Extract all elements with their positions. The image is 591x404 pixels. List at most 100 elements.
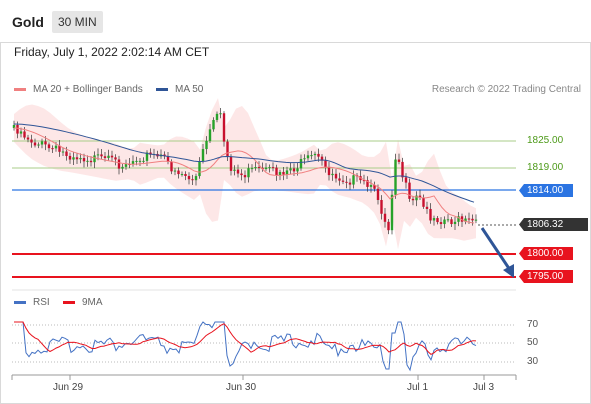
x-label-jul3: Jul 3 — [473, 382, 495, 393]
candle-body — [110, 155, 114, 158]
candle-body — [411, 198, 415, 201]
candle-body — [268, 167, 271, 169]
candle-body — [394, 159, 397, 195]
candle-body — [390, 194, 394, 231]
candle-body — [264, 167, 268, 170]
candle-body — [254, 167, 257, 169]
x-label-jun30: Jun 30 — [226, 382, 257, 393]
candle-body — [61, 151, 65, 153]
legend-rsi-label: RSI — [33, 297, 50, 308]
candle-body — [429, 208, 432, 221]
candle-body — [100, 154, 103, 157]
candle-body — [198, 161, 201, 177]
candle-body — [401, 161, 404, 178]
candle-body — [257, 167, 261, 169]
rsi-axis-30: 30 — [527, 356, 539, 367]
candle-body — [292, 168, 296, 172]
candle-body — [467, 218, 471, 220]
candle-body — [334, 173, 338, 179]
candle-body — [173, 170, 177, 172]
forecast-arrow[interactable] — [480, 227, 512, 271]
candle-body — [453, 221, 457, 225]
level-label-1825: 1825.00 — [527, 135, 564, 146]
candle-body — [86, 160, 89, 162]
candle-body — [75, 157, 79, 160]
candle-body — [296, 168, 299, 172]
candle-body — [33, 142, 37, 146]
candle-body — [58, 145, 61, 152]
candle-body — [282, 171, 285, 175]
candle-body — [271, 167, 275, 169]
candle-body — [303, 158, 306, 160]
candle-body — [275, 167, 278, 176]
candle-body — [208, 129, 212, 141]
candle-body — [163, 154, 166, 157]
candle-body — [446, 219, 450, 221]
candlesticks — [12, 108, 478, 235]
candle-body — [138, 160, 142, 162]
candle-body — [240, 173, 243, 176]
legend-ma20: MA 20 + Bollinger Bands — [14, 84, 143, 95]
candle-body — [243, 175, 247, 178]
candle-body — [135, 160, 138, 162]
candle-body — [310, 155, 313, 157]
candle-body — [121, 166, 124, 169]
candle-body — [404, 177, 408, 183]
candle-body — [68, 155, 72, 160]
candle-body — [247, 168, 250, 178]
candle-body — [415, 195, 418, 201]
candle-body — [191, 179, 194, 181]
candle-body — [26, 137, 30, 140]
candle-body — [376, 188, 380, 200]
candle-body — [324, 160, 327, 167]
level-label-1795: 1795.00 — [519, 270, 573, 283]
rsi-axis-70: 70 — [527, 319, 539, 330]
candle-body — [166, 156, 170, 162]
candle-body — [383, 213, 387, 222]
candle-body — [145, 152, 149, 161]
candle-body — [408, 182, 411, 199]
candle-body — [471, 218, 474, 221]
candle-body — [425, 206, 429, 209]
candle-body — [338, 178, 341, 181]
candle-body — [30, 139, 33, 143]
candle-body — [233, 169, 236, 171]
candle-body — [215, 113, 219, 120]
rsi-9ma-line — [14, 321, 477, 356]
candle-body — [457, 216, 460, 222]
x-label-jul1: Jul 1 — [407, 382, 429, 393]
candle-body — [345, 181, 348, 183]
candle-body — [278, 171, 282, 176]
candle-body — [51, 148, 54, 150]
candle-body — [142, 160, 145, 162]
candle-body — [47, 144, 51, 149]
ma20-line — [13, 127, 475, 224]
candle-body — [443, 219, 446, 225]
candle-body — [348, 182, 352, 185]
legend-ma50-label: MA 50 — [175, 84, 204, 95]
candle-body — [327, 166, 331, 176]
candle-body — [37, 144, 40, 146]
candle-body — [12, 125, 16, 128]
candle-body — [194, 176, 198, 181]
research-credit: Research © 2022 Trading Central — [431, 84, 581, 95]
candle-body — [362, 180, 366, 182]
candle-body — [82, 158, 86, 162]
candle-body — [19, 131, 23, 134]
candle-body — [313, 153, 317, 156]
candle-body — [422, 197, 425, 207]
x-label-jun29: Jun 29 — [53, 382, 84, 393]
candle-body — [205, 140, 208, 150]
candle-body — [236, 169, 240, 174]
level-label-1800: 1800.00 — [519, 247, 573, 260]
candle-body — [450, 219, 453, 225]
candle-body — [107, 155, 110, 158]
candle-body — [54, 145, 58, 149]
candle-body — [212, 119, 215, 130]
interval-badge[interactable]: 30 MIN — [52, 11, 103, 33]
candle-body — [474, 219, 478, 221]
candle-body — [397, 159, 401, 162]
candle-body — [65, 151, 68, 156]
chart-header: Gold 30 MIN — [0, 0, 591, 43]
candle-body — [170, 161, 173, 172]
